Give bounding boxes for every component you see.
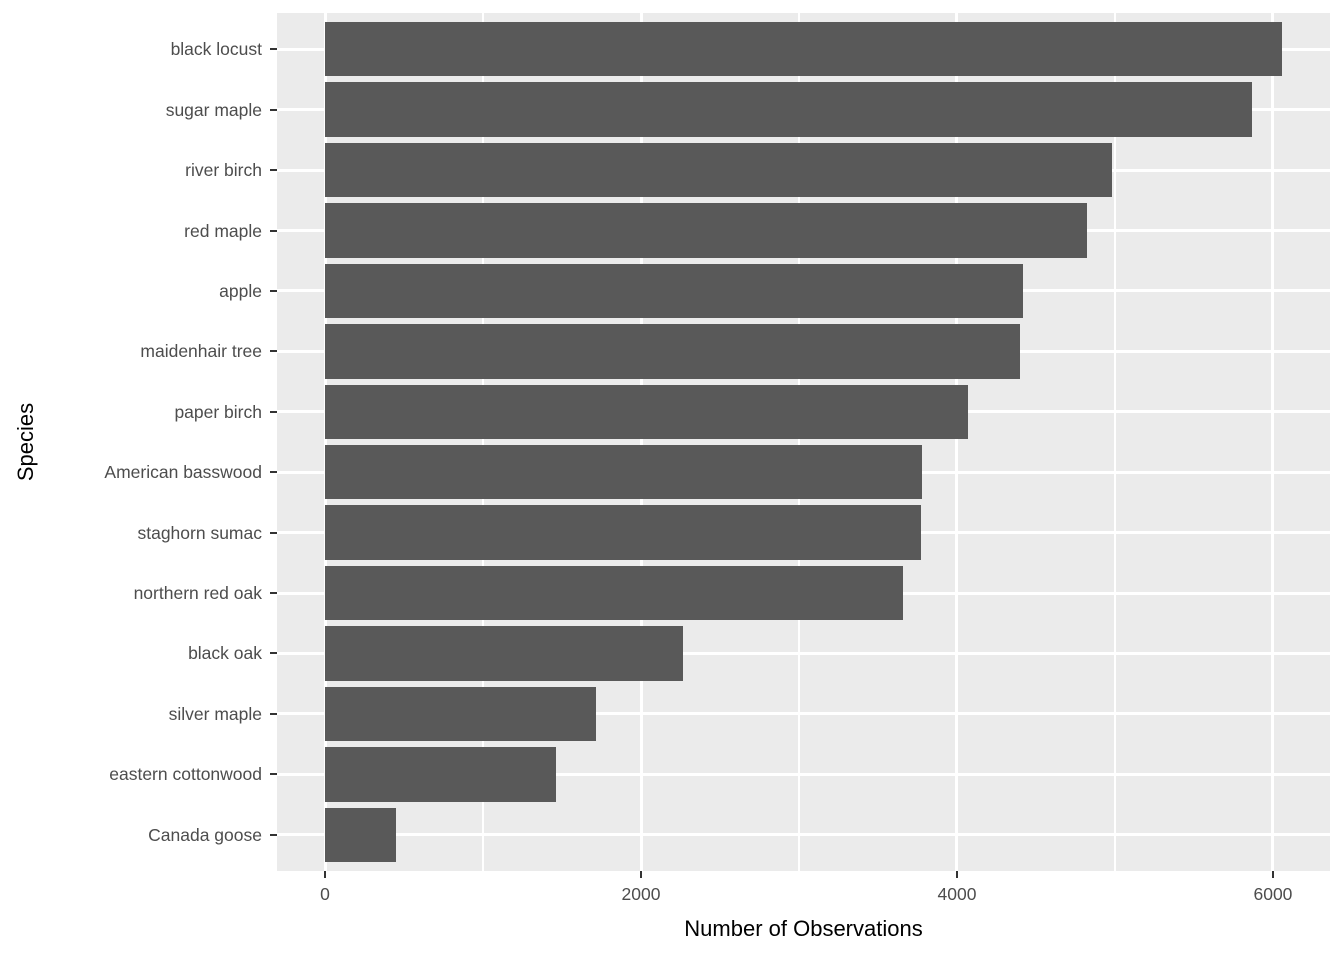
gridline-major-horizontal	[277, 833, 1330, 837]
bar	[325, 807, 397, 862]
bar	[325, 505, 922, 560]
plot-panel	[277, 13, 1330, 871]
y-tick-label: American basswood	[104, 462, 262, 483]
gridline-major-horizontal	[277, 712, 1330, 716]
gridline-major-vertical	[323, 13, 327, 871]
y-tick-label: staghorn sumac	[137, 522, 262, 543]
y-tick-label: red maple	[184, 220, 262, 241]
bar	[325, 445, 923, 500]
y-tick-label: sugar maple	[165, 99, 262, 120]
y-tick-mark	[270, 108, 277, 111]
y-tick-mark	[270, 652, 277, 655]
y-tick-label: Canada goose	[148, 824, 262, 845]
gridline-major-vertical	[1271, 13, 1275, 871]
y-tick-label: northern red oak	[133, 583, 262, 604]
bar	[325, 686, 596, 742]
x-tick-mark	[955, 871, 958, 878]
x-axis-title: Number of Observations	[684, 916, 923, 941]
y-tick-mark	[270, 229, 277, 232]
gridline-major-horizontal	[277, 772, 1330, 776]
x-tick-mark	[1271, 871, 1274, 878]
x-tick-label: 4000	[937, 884, 977, 904]
y-tick-label: paper birch	[174, 401, 262, 422]
bar	[325, 203, 1087, 258]
y-tick-mark	[270, 350, 277, 353]
y-tick-mark	[270, 833, 277, 836]
y-axis-title: Species	[13, 402, 38, 482]
gridline-major-vertical	[955, 13, 959, 871]
y-tick-mark	[270, 289, 277, 292]
bar	[325, 324, 1021, 379]
y-tick-mark	[270, 592, 277, 595]
x-tick-label: 2000	[621, 884, 661, 904]
x-tick-label: 0	[320, 884, 330, 904]
gridline-minor-vertical	[482, 13, 485, 871]
gridline-major-horizontal	[277, 651, 1330, 655]
y-tick-label: maidenhair tree	[140, 341, 262, 362]
y-tick-mark	[270, 773, 277, 776]
y-tick-mark	[270, 48, 277, 51]
y-tick-label: silver maple	[168, 703, 262, 724]
y-tick-label: river birch	[185, 160, 262, 181]
bar	[325, 142, 1112, 198]
y-tick-mark	[270, 410, 277, 413]
x-tick-mark	[640, 871, 642, 878]
bar	[325, 22, 1283, 77]
gridline-major-vertical	[639, 13, 643, 871]
bar	[325, 82, 1253, 137]
y-tick-mark	[270, 471, 277, 474]
gridline-minor-vertical	[797, 13, 800, 871]
bar	[325, 565, 904, 621]
y-tick-label: eastern cottonwood	[109, 764, 262, 785]
y-tick-label: black locust	[170, 39, 262, 60]
bar	[325, 384, 969, 439]
bar	[325, 263, 1024, 319]
y-tick-label: apple	[219, 280, 262, 301]
bar	[325, 626, 683, 681]
y-tick-label: black oak	[188, 643, 262, 664]
bar	[325, 747, 556, 802]
x-tick-mark	[324, 871, 327, 878]
y-tick-mark	[270, 712, 277, 715]
y-tick-mark	[270, 531, 277, 534]
x-tick-label: 6000	[1253, 884, 1293, 904]
y-tick-mark	[270, 169, 277, 172]
gridline-minor-vertical	[1113, 13, 1116, 871]
